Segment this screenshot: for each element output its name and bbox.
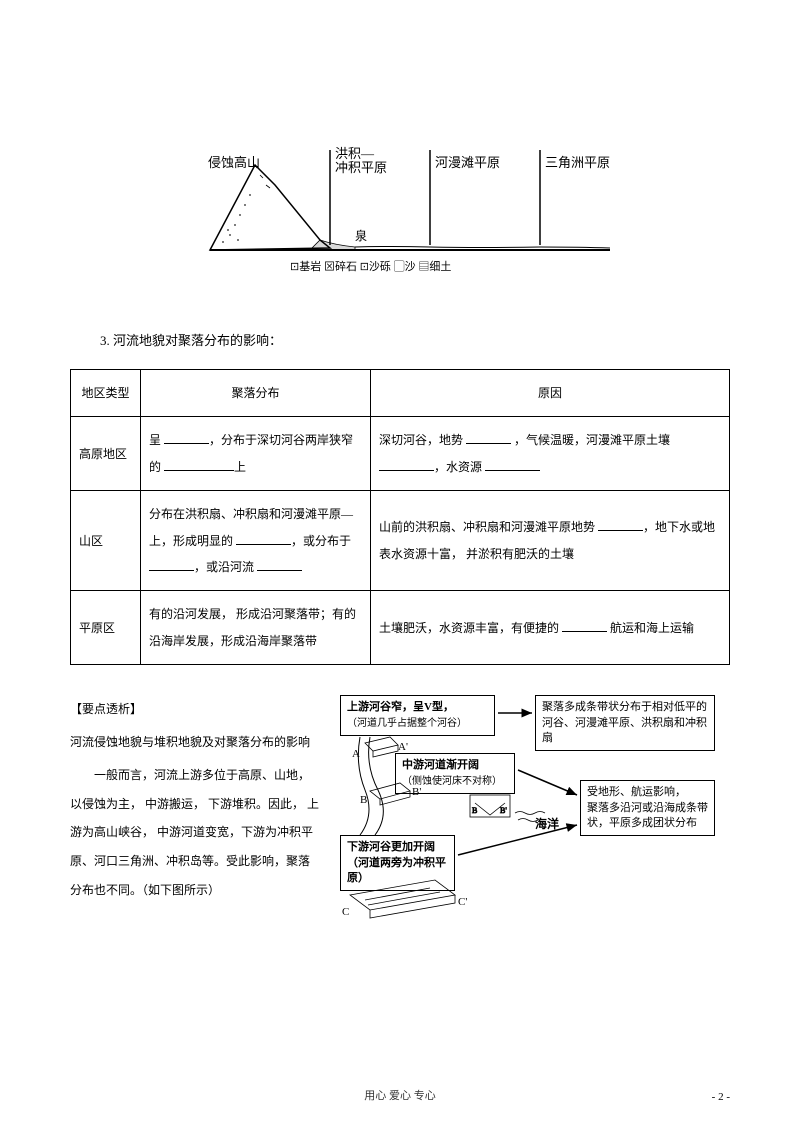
svg-text:A: A	[352, 748, 360, 760]
blank-input[interactable]	[164, 431, 209, 444]
blank-input[interactable]	[257, 558, 302, 571]
analysis-text: 【要点透析】 河流侵蚀地貌与堆积地貌及对聚落分布的影响 一般而言，河流上游多位于…	[70, 695, 320, 909]
page-footer: 用心 爱心 专心	[0, 1087, 800, 1103]
svg-text:泉: 泉	[355, 229, 367, 243]
label-alluvial-b: 冲积平原	[335, 157, 387, 176]
blank-input[interactable]	[236, 532, 291, 545]
blank-input[interactable]	[598, 518, 643, 531]
flow-box-midstream: 中游河道渐开阔 （侧蚀使河床不对称）	[395, 753, 515, 794]
flow-box-downstream: 下游河谷更加开阔（河道两旁为冲积平原）	[340, 835, 455, 891]
svg-text:B': B'	[500, 806, 507, 815]
section-3-title: 3. 河流地貌对聚落分布的影响：	[100, 330, 730, 349]
analysis-heading: 【要点透析】	[70, 695, 320, 724]
label-floodplain: 河漫滩平原	[435, 152, 500, 171]
blank-input[interactable]	[485, 458, 540, 471]
label-legend: ⊡基岩 ⊠碎石 ⊡沙砾 ▢沙 ▤细土	[290, 258, 451, 274]
cell-region-plateau: 高原地区	[71, 417, 141, 491]
th-distribution: 聚落分布	[141, 370, 371, 417]
table-header-row: 地区类型 聚落分布 原因	[71, 370, 730, 417]
th-region: 地区类型	[71, 370, 141, 417]
label-erosion-mountain: 侵蚀高山	[208, 152, 260, 171]
svg-text:B: B	[472, 806, 477, 815]
blank-input[interactable]	[164, 458, 234, 471]
analysis-section: 【要点透析】 河流侵蚀地貌与堆积地貌及对聚落分布的影响 一般而言，河流上游多位于…	[70, 695, 730, 909]
cell-region-mountain: 山区	[71, 491, 141, 591]
page-number: - 2 -	[712, 1091, 730, 1103]
flow-box-result1: 聚落多成条带状分布于相对低平的河谷、河漫滩平原、洪积扇和冲积扇	[535, 695, 715, 751]
cell-region-plain: 平原区	[71, 591, 141, 665]
cell-reason-mountain: 山前的洪积扇、冲积扇和河漫滩平原地势 ，地下水或地表水资源十富， 并淤积有肥沃的…	[371, 491, 730, 591]
flow-diagram: 上游河谷窄，呈V型， （河道几乎占据整个河谷） 中游河道渐开阔 （侧蚀使河床不对…	[340, 695, 730, 909]
table-row: 平原区 有的沿河发展， 形成沿河聚落带；有的沿海岸发展，形成沿海岸聚落带 土壤肥…	[71, 591, 730, 665]
analysis-p2: 一般而言，河流上游多位于高原、山地， 以侵蚀为主， 中游搬运， 下游堆积。因此，…	[70, 761, 320, 905]
ocean-label: 海洋	[535, 815, 559, 832]
table-row: 山区 分布在洪积扇、冲积扇和河漫滩平原—上，形成明显的 ，或分布于 ，或沿河流 …	[71, 491, 730, 591]
cell-dist-plateau: 呈 ，分布于深切河谷两岸狭窄的 上	[141, 417, 371, 491]
svg-text:C: C	[342, 906, 349, 918]
river-landform-diagram: 泉 侵蚀高山 洪积— 冲积平原 河漫滩平原 三角洲平原 ⊡基岩 ⊠碎石 ⊡沙砾 …	[180, 140, 620, 290]
th-reason: 原因	[371, 370, 730, 417]
cell-dist-mountain: 分布在洪积扇、冲积扇和河漫滩平原—上，形成明显的 ，或分布于 ，或沿河流	[141, 491, 371, 591]
blank-input[interactable]	[149, 558, 194, 571]
blank-input[interactable]	[562, 619, 607, 632]
blank-input[interactable]	[379, 458, 434, 471]
analysis-p1: 河流侵蚀地貌与堆积地貌及对聚落分布的影响	[70, 728, 320, 757]
cell-reason-plain: 土壤肥沃，水资源丰富，有便捷的 航运和海上运输	[371, 591, 730, 665]
blank-input[interactable]	[466, 431, 511, 444]
svg-text:B: B	[360, 794, 367, 806]
flow-box-upstream: 上游河谷窄，呈V型， （河道几乎占据整个河谷）	[340, 695, 495, 736]
svg-text:C': C'	[458, 896, 467, 908]
cell-reason-plateau: 深切河谷，地势 ，气候温暖，河漫滩平原土壤 ，水资源	[371, 417, 730, 491]
cell-dist-plain: 有的沿河发展， 形成沿河聚落带；有的沿海岸发展，形成沿海岸聚落带	[141, 591, 371, 665]
settlement-table: 地区类型 聚落分布 原因 高原地区 呈 ，分布于深切河谷两岸狭窄的 上 深切河谷…	[70, 369, 730, 665]
label-delta: 三角洲平原	[545, 152, 610, 171]
table-row: 高原地区 呈 ，分布于深切河谷两岸狭窄的 上 深切河谷，地势 ，气候温暖，河漫滩…	[71, 417, 730, 491]
flow-box-result2: 受地形、航运影响， 聚落多沿河或沿海成条带状，平原多成团状分布	[580, 780, 715, 836]
svg-text:A': A'	[398, 741, 408, 753]
